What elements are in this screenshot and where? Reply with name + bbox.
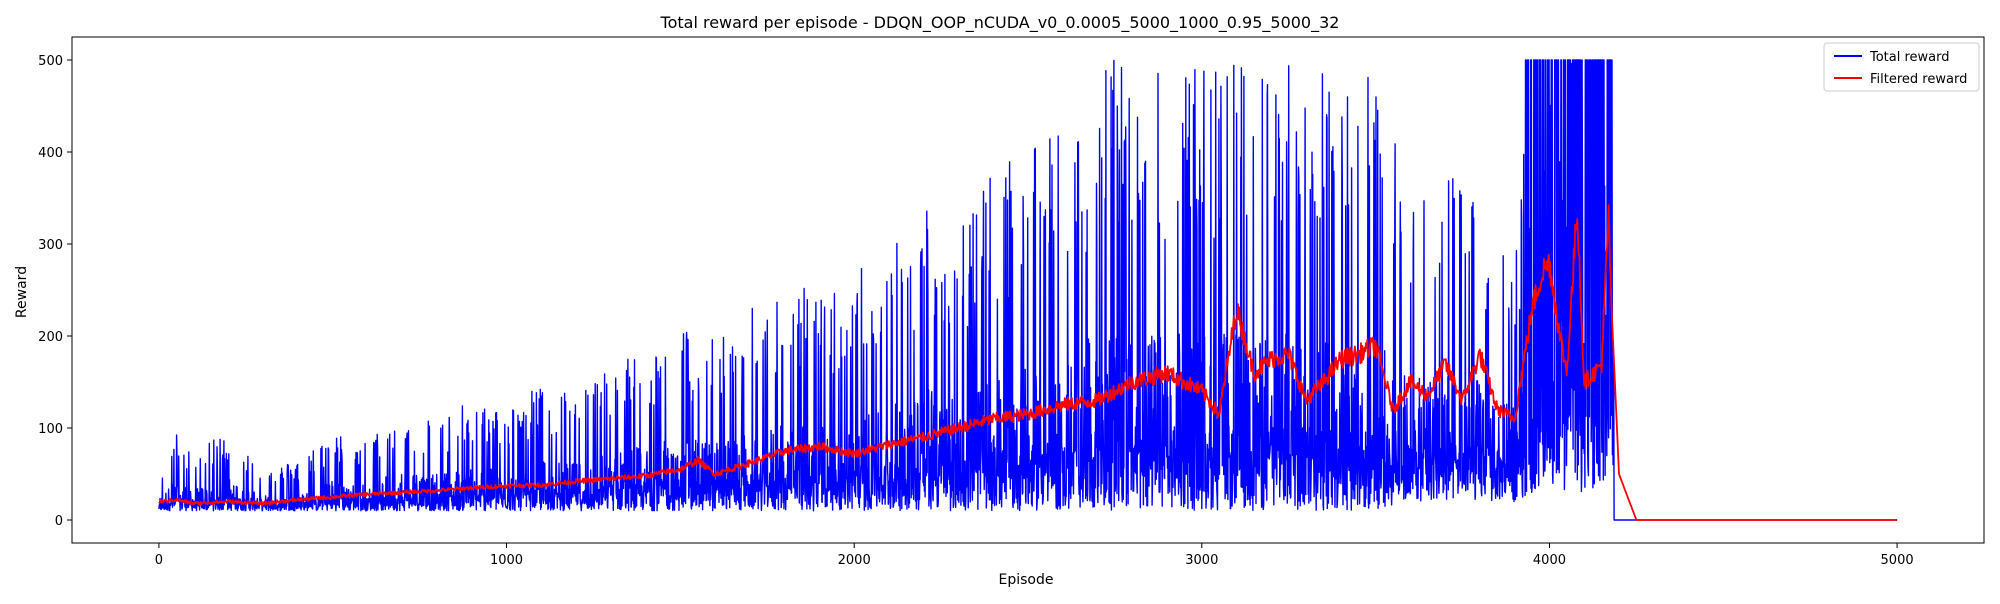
series-filtered-reward bbox=[158, 204, 1898, 521]
axes-layer: 0 1000 2000 3000 4000 5000 0 100 200 300 400 500 bbox=[38, 36, 1985, 568]
chart-title: Total reward per episode - DDQN_OOP_nCUD… bbox=[660, 13, 1340, 33]
x-tick-label: 0 bbox=[155, 553, 163, 568]
series-total-reward bbox=[158, 59, 1898, 521]
y-tick-label: 100 bbox=[38, 422, 63, 437]
x-tick-label: 4000 bbox=[1533, 553, 1566, 568]
y-tick-label: 500 bbox=[38, 54, 63, 69]
y-tick-label: 300 bbox=[38, 238, 63, 253]
legend: Total reward Filtered reward bbox=[1823, 42, 1980, 92]
legend-box bbox=[1823, 42, 1980, 92]
x-tick-label: 2000 bbox=[838, 553, 871, 568]
legend-label-filtered: Filtered reward bbox=[1870, 72, 1967, 87]
y-tick-label: 400 bbox=[38, 146, 63, 161]
series-layer bbox=[158, 59, 1898, 521]
plot-frame bbox=[71, 36, 1985, 544]
y-tick-label: 200 bbox=[38, 330, 63, 345]
x-tick-label: 5000 bbox=[1881, 553, 1914, 568]
x-tick-label: 3000 bbox=[1185, 553, 1218, 568]
y-axis-label: Reward bbox=[14, 266, 30, 318]
x-tick-label: 1000 bbox=[490, 553, 523, 568]
y-tick-label: 0 bbox=[55, 514, 63, 529]
legend-label-total: Total reward bbox=[1869, 50, 1950, 65]
x-axis-label: Episode bbox=[999, 572, 1054, 588]
